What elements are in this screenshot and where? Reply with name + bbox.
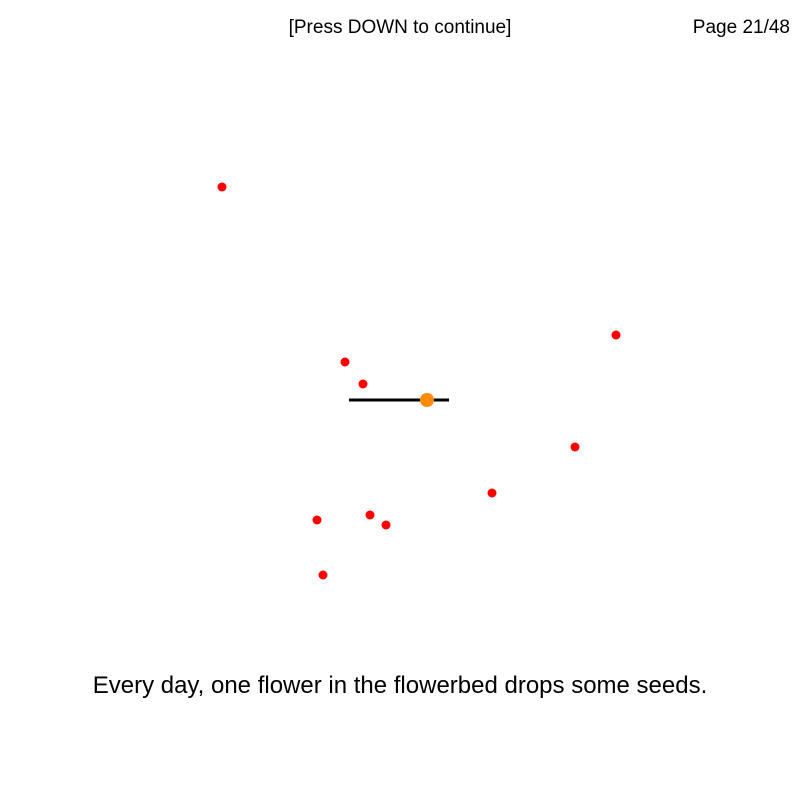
seed-8 bbox=[365, 510, 375, 520]
seed-10 bbox=[318, 570, 328, 580]
flower bbox=[420, 393, 434, 407]
page-indicator: Page 21/48 bbox=[692, 17, 790, 38]
seed-1 bbox=[217, 182, 227, 192]
seed-7 bbox=[312, 515, 322, 525]
seed-9 bbox=[381, 520, 391, 530]
continue-hint: [Press DOWN to continue] bbox=[288, 17, 512, 38]
seed-6 bbox=[487, 488, 497, 498]
seed-5 bbox=[570, 442, 580, 452]
story-caption: Every day, one flower in the flowerbed d… bbox=[92, 672, 708, 699]
seeds-group bbox=[217, 182, 621, 580]
seed-4 bbox=[358, 379, 368, 389]
seed-3 bbox=[340, 357, 350, 367]
seed-2 bbox=[611, 330, 621, 340]
